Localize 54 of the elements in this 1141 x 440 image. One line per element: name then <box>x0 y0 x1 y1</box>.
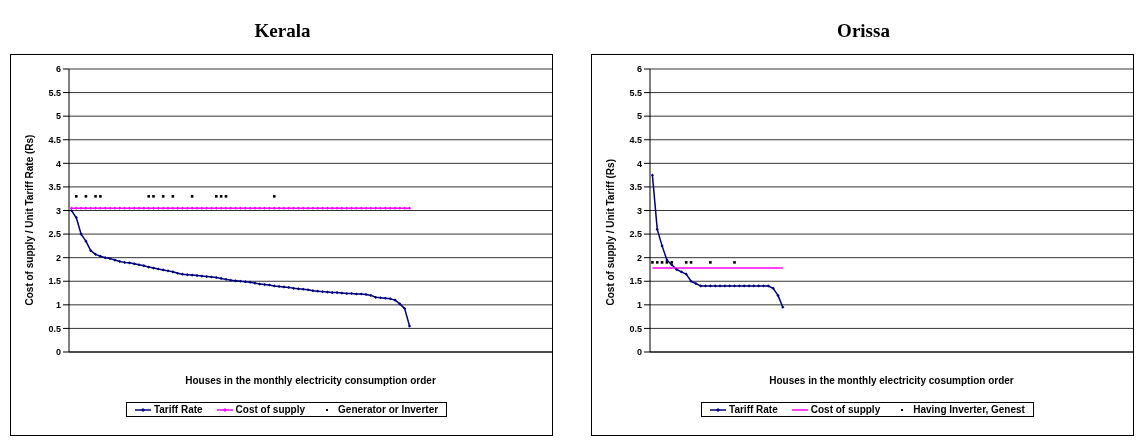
point <box>703 284 708 288</box>
y-tick-label: 3.5 <box>629 182 642 193</box>
y-tick-label: 4 <box>55 158 61 169</box>
point <box>709 261 712 264</box>
point <box>650 173 655 177</box>
y-tick-label: 6 <box>55 64 61 75</box>
y-tick-label: 5.5 <box>629 87 642 98</box>
y-tick-label: 5.5 <box>48 87 61 98</box>
point <box>651 261 654 264</box>
y-tick-label: 0 <box>636 347 642 358</box>
x-axis-title: Houses in the monthly electricity cosumption order <box>769 375 1014 386</box>
y-tick-label: 0 <box>55 347 61 358</box>
y-tick-label: 6 <box>636 64 642 75</box>
point <box>694 282 698 286</box>
y-tick-label: 3.5 <box>48 182 61 193</box>
y-tick-label: 3 <box>55 205 61 216</box>
legend-label: Having Inverter, Genest <box>912 404 1025 415</box>
point <box>708 284 712 288</box>
chart-title: Orissa <box>836 19 891 43</box>
point <box>732 284 737 288</box>
chart-title: Kerala <box>253 19 312 43</box>
y-tick-label: 0.5 <box>629 323 642 334</box>
y-axis-title: Cost of supply / Unit Tariff Rate (Rs) <box>23 134 35 306</box>
y-tick-label: 4 <box>636 158 642 169</box>
y-tick-label: 1.5 <box>629 276 642 287</box>
y-tick-label: 2 <box>636 252 642 263</box>
y-tick-label: 5 <box>55 111 61 122</box>
legend-label: Generator or Inverter <box>337 404 439 415</box>
y-tick-label: 2.5 <box>629 229 642 240</box>
y-tick-label: 1.5 <box>48 276 61 287</box>
point <box>733 261 736 264</box>
y-tick-label: 5 <box>636 111 642 122</box>
x-axis-title: Houses in the monthly electricity consumption order <box>185 375 436 386</box>
y-tick-label: 4.5 <box>48 134 61 145</box>
y-tick-label: 1 <box>55 300 61 311</box>
y-axis-title: Cost of supply / Unit Tariff (Rs) <box>604 159 616 306</box>
legend-label: Tariff Rate <box>728 404 778 415</box>
legend-label: Cost of supply <box>234 404 306 415</box>
y-tick-label: 0.5 <box>48 323 61 334</box>
point <box>674 267 679 272</box>
point <box>655 261 659 264</box>
y-tick-label: 3 <box>636 205 642 216</box>
point <box>761 284 766 288</box>
y-tick-label: 4.5 <box>629 134 642 145</box>
y-tick-label: 2.5 <box>48 229 61 240</box>
y-tick-label: 2 <box>55 252 61 263</box>
point <box>776 293 780 297</box>
point <box>679 270 683 274</box>
legend-label: Cost of supply <box>809 404 881 415</box>
point <box>771 286 775 290</box>
legend-label: Tariff Rate <box>152 404 203 415</box>
point <box>655 227 659 231</box>
y-tick-label: 1 <box>636 300 642 311</box>
point <box>684 261 688 264</box>
